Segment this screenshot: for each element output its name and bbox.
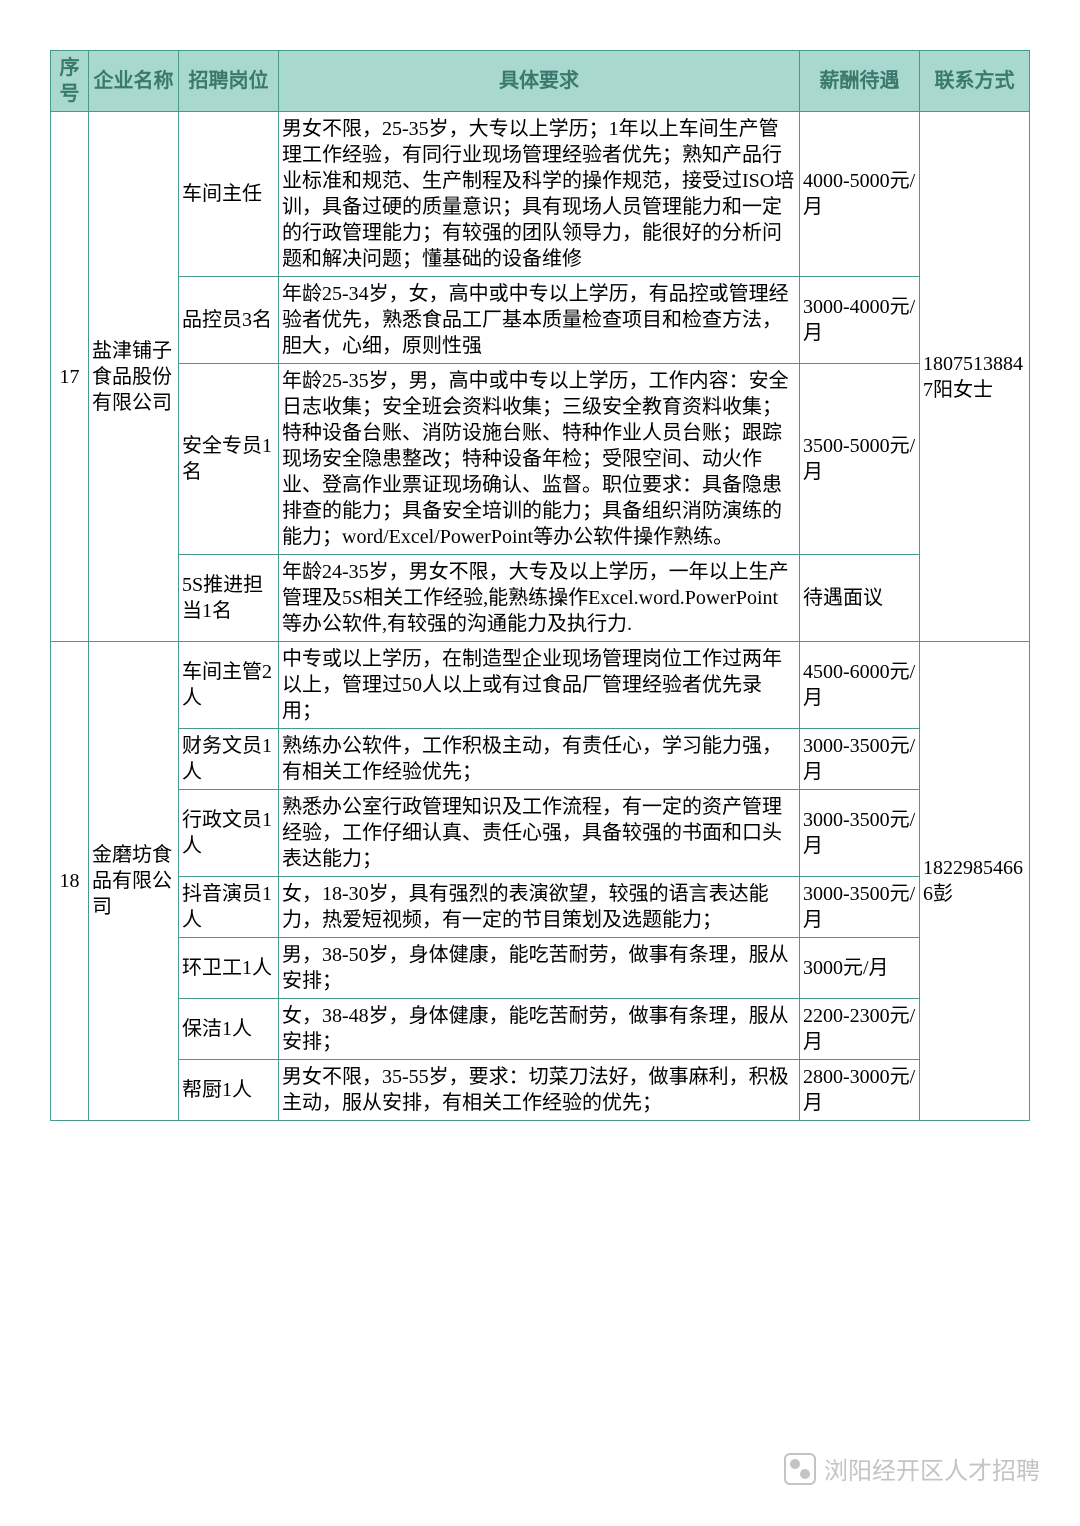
cell-position: 保洁1人 <box>179 999 279 1060</box>
cell-salary: 2200-2300元/月 <box>800 999 920 1060</box>
table-row: 17 盐津铺子食品股份有限公司 车间主任 男女不限，25-35岁，大专以上学历；… <box>51 112 1030 277</box>
cell-requirements: 熟悉办公室行政管理知识及工作流程，有一定的资产管理经验，工作仔细认真、责任心强，… <box>279 790 800 877</box>
cell-requirements: 男女不限，35-55岁，要求：切菜刀法好，做事麻利，积极主动，服从安排，有相关工… <box>279 1060 800 1121</box>
cell-contact: 18075138847阳女士 <box>920 112 1030 642</box>
watermark: 浏阳经开区人才招聘 <box>784 1451 1040 1486</box>
table-header-row: 序号 企业名称 招聘岗位 具体要求 薪酬待遇 联系方式 <box>51 51 1030 112</box>
table-row: 保洁1人 女，38-48岁，身体健康，能吃苦耐劳，做事有条理，服从安排； 220… <box>51 999 1030 1060</box>
cell-position: 环卫工1人 <box>179 938 279 999</box>
cell-requirements: 男女不限，25-35岁，大专以上学历；1年以上车间生产管理工作经验，有同行业现场… <box>279 112 800 277</box>
col-header-salary: 薪酬待遇 <box>800 51 920 112</box>
cell-requirements: 中专或以上学历，在制造型企业现场管理岗位工作过两年以上，管理过50人以上或有过食… <box>279 642 800 729</box>
cell-salary: 4000-5000元/月 <box>800 112 920 277</box>
cell-requirements: 熟练办公软件，工作积极主动，有责任心，学习能力强，有相关工作经验优先； <box>279 729 800 790</box>
cell-requirements: 女，18-30岁，具有强烈的表演欲望，较强的语言表达能力，热爱短视频，有一定的节… <box>279 877 800 938</box>
cell-position: 抖音演员1人 <box>179 877 279 938</box>
cell-company: 金磨坊食品有限公司 <box>89 642 179 1121</box>
table-row: 帮厨1人 男女不限，35-55岁，要求：切菜刀法好，做事麻利，积极主动，服从安排… <box>51 1060 1030 1121</box>
cell-requirements: 男，38-50岁，身体健康，能吃苦耐劳，做事有条理，服从安排； <box>279 938 800 999</box>
cell-requirements: 年龄25-35岁，男，高中或中专以上学历，工作内容：安全日志收集；安全班会资料收… <box>279 364 800 555</box>
cell-salary: 待遇面议 <box>800 555 920 642</box>
cell-salary: 4500-6000元/月 <box>800 642 920 729</box>
cell-salary: 3000元/月 <box>800 938 920 999</box>
table-row: 财务文员1人 熟练办公软件，工作积极主动，有责任心，学习能力强，有相关工作经验优… <box>51 729 1030 790</box>
cell-salary: 2800-3000元/月 <box>800 1060 920 1121</box>
col-header-contact: 联系方式 <box>920 51 1030 112</box>
table-row: 5S推进担当1名 年龄24-35岁，男女不限，大专及以上学历，一年以上生产管理及… <box>51 555 1030 642</box>
cell-requirements: 女，38-48岁，身体健康，能吃苦耐劳，做事有条理，服从安排； <box>279 999 800 1060</box>
wechat-icon <box>784 1453 816 1485</box>
cell-requirements: 年龄25-34岁，女，高中或中专以上学历，有品控或管理经验者优先，熟悉食品工厂基… <box>279 277 800 364</box>
table-row: 品控员3名 年龄25-34岁，女，高中或中专以上学历，有品控或管理经验者优先，熟… <box>51 277 1030 364</box>
cell-salary: 3000-3500元/月 <box>800 877 920 938</box>
table-row: 行政文员1人 熟悉办公室行政管理知识及工作流程，有一定的资产管理经验，工作仔细认… <box>51 790 1030 877</box>
table-body: 17 盐津铺子食品股份有限公司 车间主任 男女不限，25-35岁，大专以上学历；… <box>51 112 1030 1121</box>
cell-salary: 3000-4000元/月 <box>800 277 920 364</box>
cell-position: 安全专员1名 <box>179 364 279 555</box>
col-header-position: 招聘岗位 <box>179 51 279 112</box>
recruitment-table: 序号 企业名称 招聘岗位 具体要求 薪酬待遇 联系方式 17 盐津铺子食品股份有… <box>50 50 1030 1121</box>
table-row: 18 金磨坊食品有限公司 车间主管2人 中专或以上学历，在制造型企业现场管理岗位… <box>51 642 1030 729</box>
cell-position: 品控员3名 <box>179 277 279 364</box>
cell-position: 5S推进担当1名 <box>179 555 279 642</box>
cell-salary: 3000-3500元/月 <box>800 790 920 877</box>
cell-position: 车间主管2人 <box>179 642 279 729</box>
col-header-company: 企业名称 <box>89 51 179 112</box>
col-header-seq: 序号 <box>51 51 89 112</box>
cell-company: 盐津铺子食品股份有限公司 <box>89 112 179 642</box>
cell-seq: 18 <box>51 642 89 1121</box>
cell-contact: 18229854666彭 <box>920 642 1030 1121</box>
cell-position: 行政文员1人 <box>179 790 279 877</box>
cell-position: 财务文员1人 <box>179 729 279 790</box>
table-row: 环卫工1人 男，38-50岁，身体健康，能吃苦耐劳，做事有条理，服从安排； 30… <box>51 938 1030 999</box>
cell-seq: 17 <box>51 112 89 642</box>
cell-salary: 3500-5000元/月 <box>800 364 920 555</box>
cell-position: 帮厨1人 <box>179 1060 279 1121</box>
cell-requirements: 年龄24-35岁，男女不限，大专及以上学历，一年以上生产管理及5S相关工作经验,… <box>279 555 800 642</box>
table-row: 安全专员1名 年龄25-35岁，男，高中或中专以上学历，工作内容：安全日志收集；… <box>51 364 1030 555</box>
cell-position: 车间主任 <box>179 112 279 277</box>
cell-salary: 3000-3500元/月 <box>800 729 920 790</box>
watermark-text: 浏阳经开区人才招聘 <box>824 1451 1040 1486</box>
table-row: 抖音演员1人 女，18-30岁，具有强烈的表演欲望，较强的语言表达能力，热爱短视… <box>51 877 1030 938</box>
col-header-requirements: 具体要求 <box>279 51 800 112</box>
